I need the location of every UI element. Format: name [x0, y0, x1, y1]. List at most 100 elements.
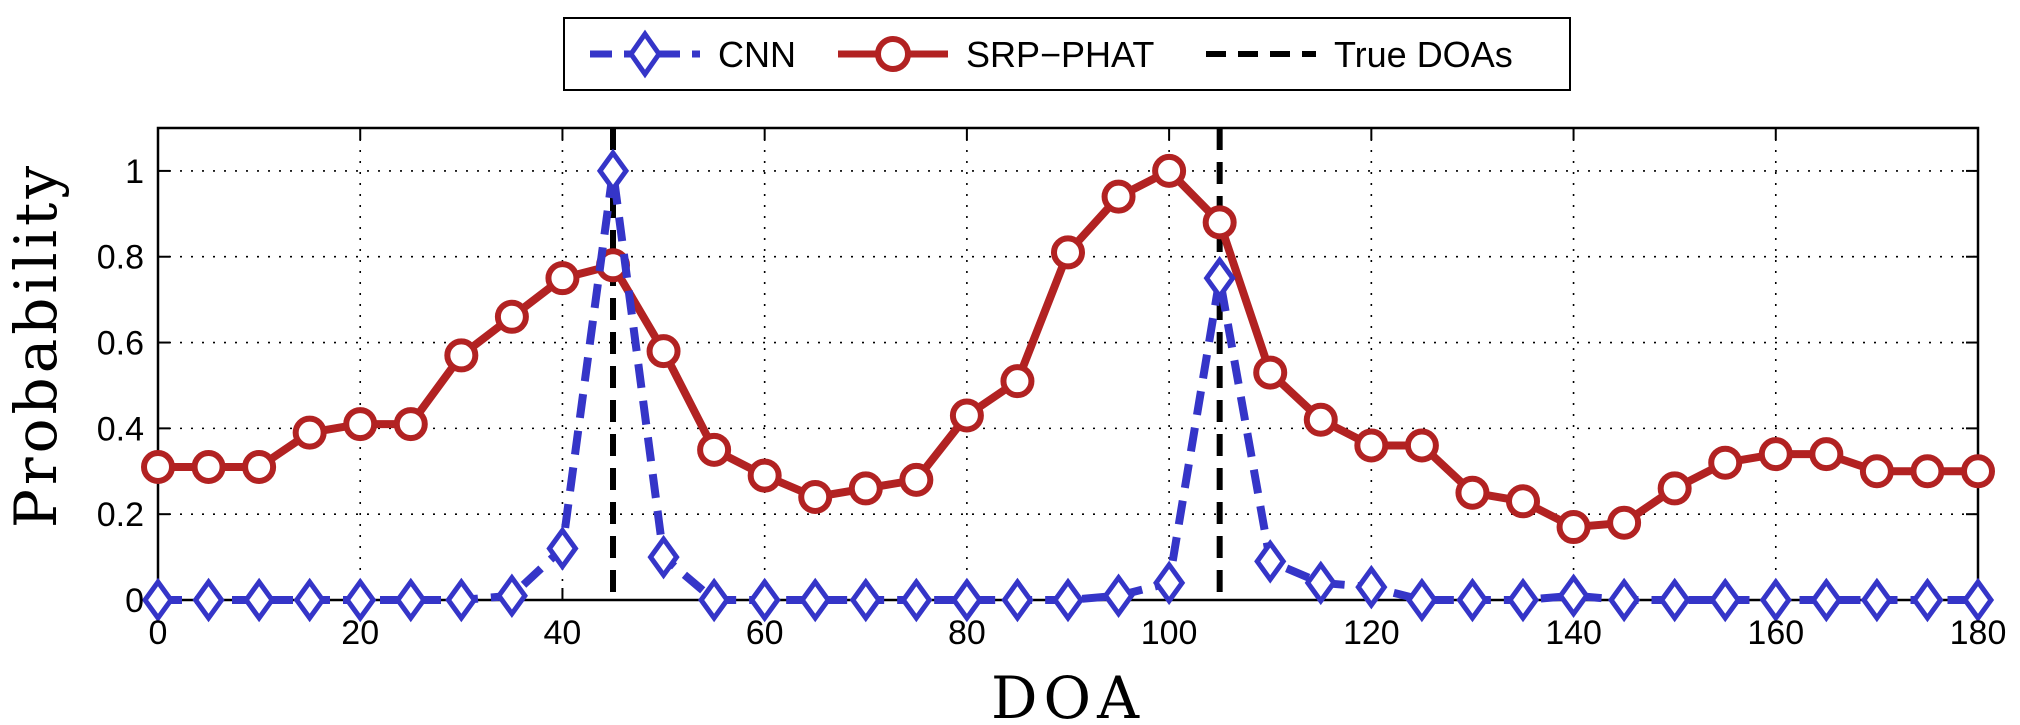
y-tick-label: 0.6 [97, 325, 144, 363]
legend: CNN SRP−PHAT True DOAs [563, 17, 1571, 91]
data-point-srp-phat [242, 449, 277, 484]
data-point-srp-phat [798, 480, 833, 515]
data-point-cnn [141, 577, 175, 623]
data-point-cnn [192, 577, 225, 623]
data-point-srp-phat [747, 458, 782, 493]
data-point-cnn [1860, 577, 1893, 623]
data-point-srp-phat [1253, 355, 1288, 390]
data-point-cnn [1304, 560, 1337, 606]
data-point-srp-phat [191, 449, 226, 484]
data-point-srp-phat [1354, 428, 1389, 463]
data-point-cnn [748, 577, 781, 623]
x-tick-label: 180 [1950, 614, 2007, 652]
data-point-cnn [495, 573, 528, 618]
data-point-srp-phat [1859, 454, 1894, 489]
data-point-cnn [849, 577, 882, 623]
y-tick-label: 0.8 [97, 239, 144, 277]
data-point-cnn [243, 577, 276, 623]
legend-item-true-doas: True DOAs [1206, 34, 1513, 75]
x-tick-label: 160 [1747, 614, 1804, 652]
data-point-srp-phat [646, 334, 681, 369]
legend-diamond-marker [627, 29, 663, 79]
data-point-cnn [1709, 577, 1742, 623]
data-point-srp-phat [141, 449, 175, 484]
y-tick-label: 0.2 [97, 496, 144, 534]
data-point-cnn [950, 577, 983, 623]
x-tick-label: 60 [746, 614, 784, 652]
data-point-srp-phat [393, 407, 428, 442]
data-point-cnn [546, 526, 579, 571]
data-point-cnn [1658, 577, 1691, 623]
data-point-cnn [1355, 564, 1388, 610]
series [141, 148, 1995, 623]
data-point-cnn [394, 577, 427, 623]
legend-item-cnn: CNN [590, 29, 796, 79]
y-axis-title: Probability [2, 162, 70, 528]
data-point-cnn [1051, 577, 1085, 623]
series-cnn [141, 148, 1995, 623]
data-point-srp-phat [292, 415, 327, 450]
data-point-srp-phat [848, 471, 883, 506]
data-point-cnn [1961, 577, 1995, 623]
data-point-cnn [1405, 577, 1438, 623]
legend-label-cnn: CNN [718, 34, 796, 75]
data-point-cnn [293, 577, 326, 623]
data-point-srp-phat [899, 462, 934, 497]
data-point-srp-phat [1910, 454, 1945, 489]
data-point-srp-phat [1303, 402, 1338, 437]
data-point-srp-phat [949, 398, 984, 433]
data-point-srp-phat [1404, 428, 1439, 463]
data-point-cnn [1254, 539, 1287, 584]
data-point-srp-phat [1506, 484, 1540, 519]
plot-frame [156, 126, 1980, 602]
y-tick-label: 0 [125, 582, 144, 620]
data-point-cnn [596, 148, 630, 194]
data-point-cnn [1911, 577, 1944, 623]
data-point-cnn [344, 577, 377, 623]
data-point-srp-phat [1101, 179, 1136, 214]
data-point-srp-phat [1809, 437, 1844, 472]
grid [158, 128, 1978, 600]
data-point-cnn [799, 577, 832, 623]
y-tick-label: 1 [125, 153, 144, 191]
tick-labels: 0 20 40 60 80 100 120 140 160 180 0 0.2 0.4 0.6 0.8 1 [97, 153, 2007, 652]
data-point-cnn [1153, 560, 1186, 606]
legend-circle-marker [875, 36, 911, 72]
data-point-cnn [1102, 573, 1135, 618]
data-point-srp-phat [494, 299, 529, 334]
x-axis-title: DOA [991, 664, 1145, 725]
legend-box [563, 17, 1571, 91]
x-tick-label: 140 [1545, 614, 1602, 652]
data-point-srp-phat [1961, 454, 1995, 489]
data-point-cnn [1203, 255, 1236, 301]
data-point-srp-phat [343, 407, 378, 442]
x-tick-label: 80 [948, 614, 986, 652]
data-point-cnn [1810, 577, 1843, 623]
data-point-srp-phat [1708, 445, 1743, 480]
data-point-srp-phat [444, 338, 479, 373]
data-point-srp-phat [697, 432, 732, 467]
data-point-cnn [1557, 573, 1590, 618]
x-tick-label: 100 [1141, 614, 1198, 652]
data-point-srp-phat [1455, 475, 1490, 510]
data-point-cnn [647, 534, 680, 580]
x-tick-label: 20 [341, 614, 379, 652]
data-point-srp-phat [1051, 235, 1085, 270]
data-point-srp-phat [1152, 153, 1187, 188]
y-tick-label: 0.4 [97, 410, 144, 448]
x-tick-label: 40 [544, 614, 582, 652]
series-srp-phat [141, 153, 1995, 545]
data-point-cnn [445, 577, 478, 623]
data-point-cnn [698, 577, 731, 623]
data-point-srp-phat [1000, 364, 1035, 399]
data-point-cnn [1456, 577, 1489, 623]
data-point-cnn [900, 577, 933, 623]
data-point-cnn [1759, 577, 1792, 623]
legend-label-true-doas: True DOAs [1334, 34, 1513, 75]
data-point-srp-phat [1657, 471, 1692, 506]
x-tick-label: 0 [149, 614, 168, 652]
data-point-cnn [1506, 577, 1540, 623]
data-point-srp-phat [1202, 205, 1237, 240]
data-point-cnn [1001, 577, 1034, 623]
